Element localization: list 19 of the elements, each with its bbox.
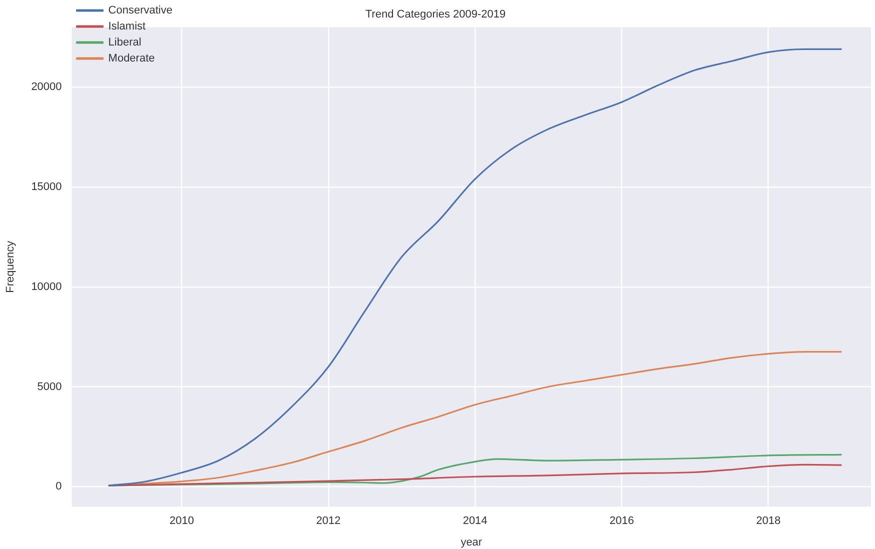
chart-title: Trend Categories 2009-2019 — [365, 8, 506, 21]
y-tick-label: 15000 — [31, 181, 62, 194]
x-tick-label: 2010 — [170, 515, 194, 528]
y-tick-label: 10000 — [31, 280, 62, 293]
x-tick-label: 2018 — [756, 515, 781, 528]
y-tick-label: 20000 — [31, 81, 62, 94]
line-series — [108, 48, 842, 486]
x-tick-label: 2012 — [316, 515, 341, 528]
x-tick-label: 2016 — [609, 515, 634, 528]
legend-label: Liberal — [108, 36, 142, 49]
line-series — [108, 464, 842, 486]
x-axis-title: year — [460, 536, 482, 548]
legend-label: Conservative — [108, 4, 172, 17]
y-tick-label: 0 — [56, 480, 62, 493]
legend-label: Moderate — [108, 52, 155, 65]
y-tick-label: 5000 — [37, 380, 62, 393]
legend-label: Islamist — [108, 20, 146, 33]
y-axis-title: Frequency — [4, 240, 17, 293]
x-tick-label: 2014 — [462, 515, 488, 528]
